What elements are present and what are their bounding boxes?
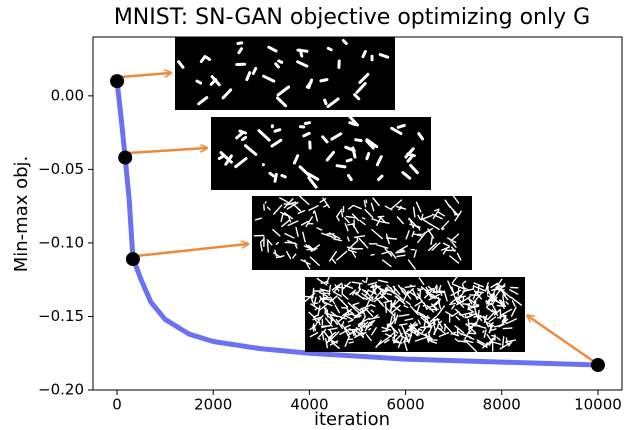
sample-stroke: [408, 310, 450, 344]
sample-stroke: [361, 50, 390, 62]
sample-image: [175, 37, 395, 110]
sample-stroke: [302, 273, 351, 317]
sample-stroke: [341, 277, 384, 318]
sample-stroke: [401, 152, 419, 180]
x-tick-label: 0: [112, 396, 122, 414]
sample-stroke: [321, 121, 357, 153]
arrow: [135, 244, 247, 258]
sample-stroke: [347, 114, 379, 150]
sample-stroke: [351, 228, 397, 268]
sample-stroke: [267, 45, 284, 69]
sample-stroke: [296, 48, 309, 68]
sample-stroke: [235, 41, 247, 66]
sample-stroke: [326, 39, 348, 69]
arrow: [128, 148, 206, 155]
sample-stroke: [319, 78, 340, 109]
sample-stroke: [322, 197, 362, 234]
sample-stroke: [217, 151, 248, 169]
sample-stroke: [286, 195, 328, 231]
arrow: [120, 73, 170, 79]
sample-stroke: [261, 163, 287, 183]
sample-stroke: [292, 154, 320, 189]
sample-stroke: [251, 66, 288, 108]
sample-stroke: [359, 197, 403, 226]
sample-stroke: [477, 306, 517, 352]
x-tick-label: 4000: [290, 396, 328, 414]
sample-stroke: [235, 129, 258, 156]
marker: [590, 357, 605, 372]
arrows: [120, 73, 594, 363]
y-tick-label: −0.15: [38, 307, 84, 325]
sample-stroke: [473, 278, 522, 320]
marker: [118, 150, 133, 165]
sample-stroke: [353, 72, 370, 101]
x-axis-label: iteration: [314, 409, 390, 430]
sample-stroke: [287, 226, 332, 270]
marker: [125, 252, 140, 267]
sample-stroke: [326, 232, 359, 264]
sample-stroke: [298, 121, 312, 150]
sample-stroke: [390, 123, 424, 159]
sample-stroke: [374, 279, 419, 317]
sample-stroke: [308, 309, 352, 349]
sample-stroke: [447, 272, 486, 318]
y-axis-label: Min-max obj.: [11, 156, 32, 273]
chart-title: MNIST: SN-GAN objective optimizing only …: [114, 5, 590, 30]
x-tick-label: 6000: [386, 396, 424, 414]
sample-stroke: [210, 71, 252, 100]
y-tick-label: 0.00: [51, 86, 84, 104]
sample-stroke: [276, 78, 313, 97]
sample-stroke: [325, 150, 353, 182]
sample-stroke: [351, 146, 384, 182]
sample-images: [175, 37, 525, 353]
sample-stroke: [409, 277, 448, 316]
sample-stroke: [253, 229, 297, 260]
sample-stroke: [395, 201, 433, 231]
marker: [110, 74, 125, 89]
sample-stroke: [385, 227, 434, 270]
sample-stroke: [427, 228, 462, 264]
line: [114, 80, 599, 368]
plot-frame: [92, 36, 623, 391]
sample-stroke: [339, 309, 380, 347]
y-tick-label: −0.05: [38, 160, 84, 178]
y-tick-label: −0.20: [38, 381, 84, 399]
sample-stroke: [177, 55, 211, 69]
sample-stroke: [422, 193, 462, 231]
sample-stroke: [257, 124, 283, 148]
x-tick-label: 8000: [483, 396, 521, 414]
arrow: [528, 316, 594, 363]
y-tick-label: −0.10: [38, 233, 84, 251]
x-tick-label: 10000: [574, 396, 622, 414]
sample-stroke: [443, 309, 488, 353]
x-tick-label: 2000: [194, 396, 232, 414]
